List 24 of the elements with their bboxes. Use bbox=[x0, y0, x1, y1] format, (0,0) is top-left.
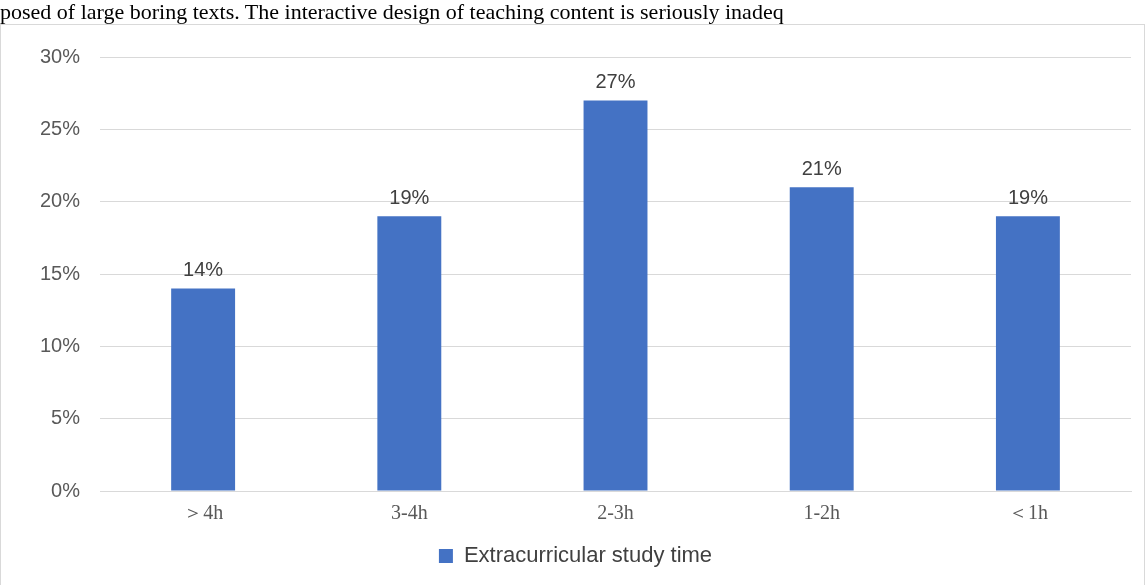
bar bbox=[377, 216, 442, 491]
x-tick-label: 3-4h bbox=[390, 501, 428, 524]
y-tick-label: 20% bbox=[40, 189, 81, 212]
bar bbox=[995, 216, 1060, 491]
data-label: 21% bbox=[801, 156, 842, 179]
text: posed of large boring texts. The interactive design of teaching content is seriously inadeq bbox=[0, 0, 785, 24]
data-label: 19% bbox=[389, 185, 430, 208]
x-tick-label: ＜1h bbox=[1007, 501, 1048, 524]
data-label: 14% bbox=[183, 257, 224, 280]
data-label: 27% bbox=[595, 69, 636, 92]
y-tick-label: 10% bbox=[40, 333, 81, 356]
bar bbox=[171, 288, 236, 491]
data-label: 19% bbox=[1007, 185, 1049, 208]
y-tick-label: 5% bbox=[51, 406, 81, 429]
bar bbox=[583, 100, 648, 491]
x-tick-label: ＞4h bbox=[183, 501, 224, 524]
y-tick-label: 15% bbox=[40, 261, 81, 284]
bar bbox=[789, 187, 854, 491]
y-tick-label: 25% bbox=[40, 116, 81, 139]
legend-label: Extracurricular study time bbox=[463, 542, 713, 568]
x-tick-label: 2-3h bbox=[597, 501, 634, 524]
y-tick-label: 0% bbox=[51, 478, 81, 501]
y-tick-label: 30% bbox=[40, 44, 81, 67]
x-tick-label: 1-2h bbox=[803, 501, 841, 524]
